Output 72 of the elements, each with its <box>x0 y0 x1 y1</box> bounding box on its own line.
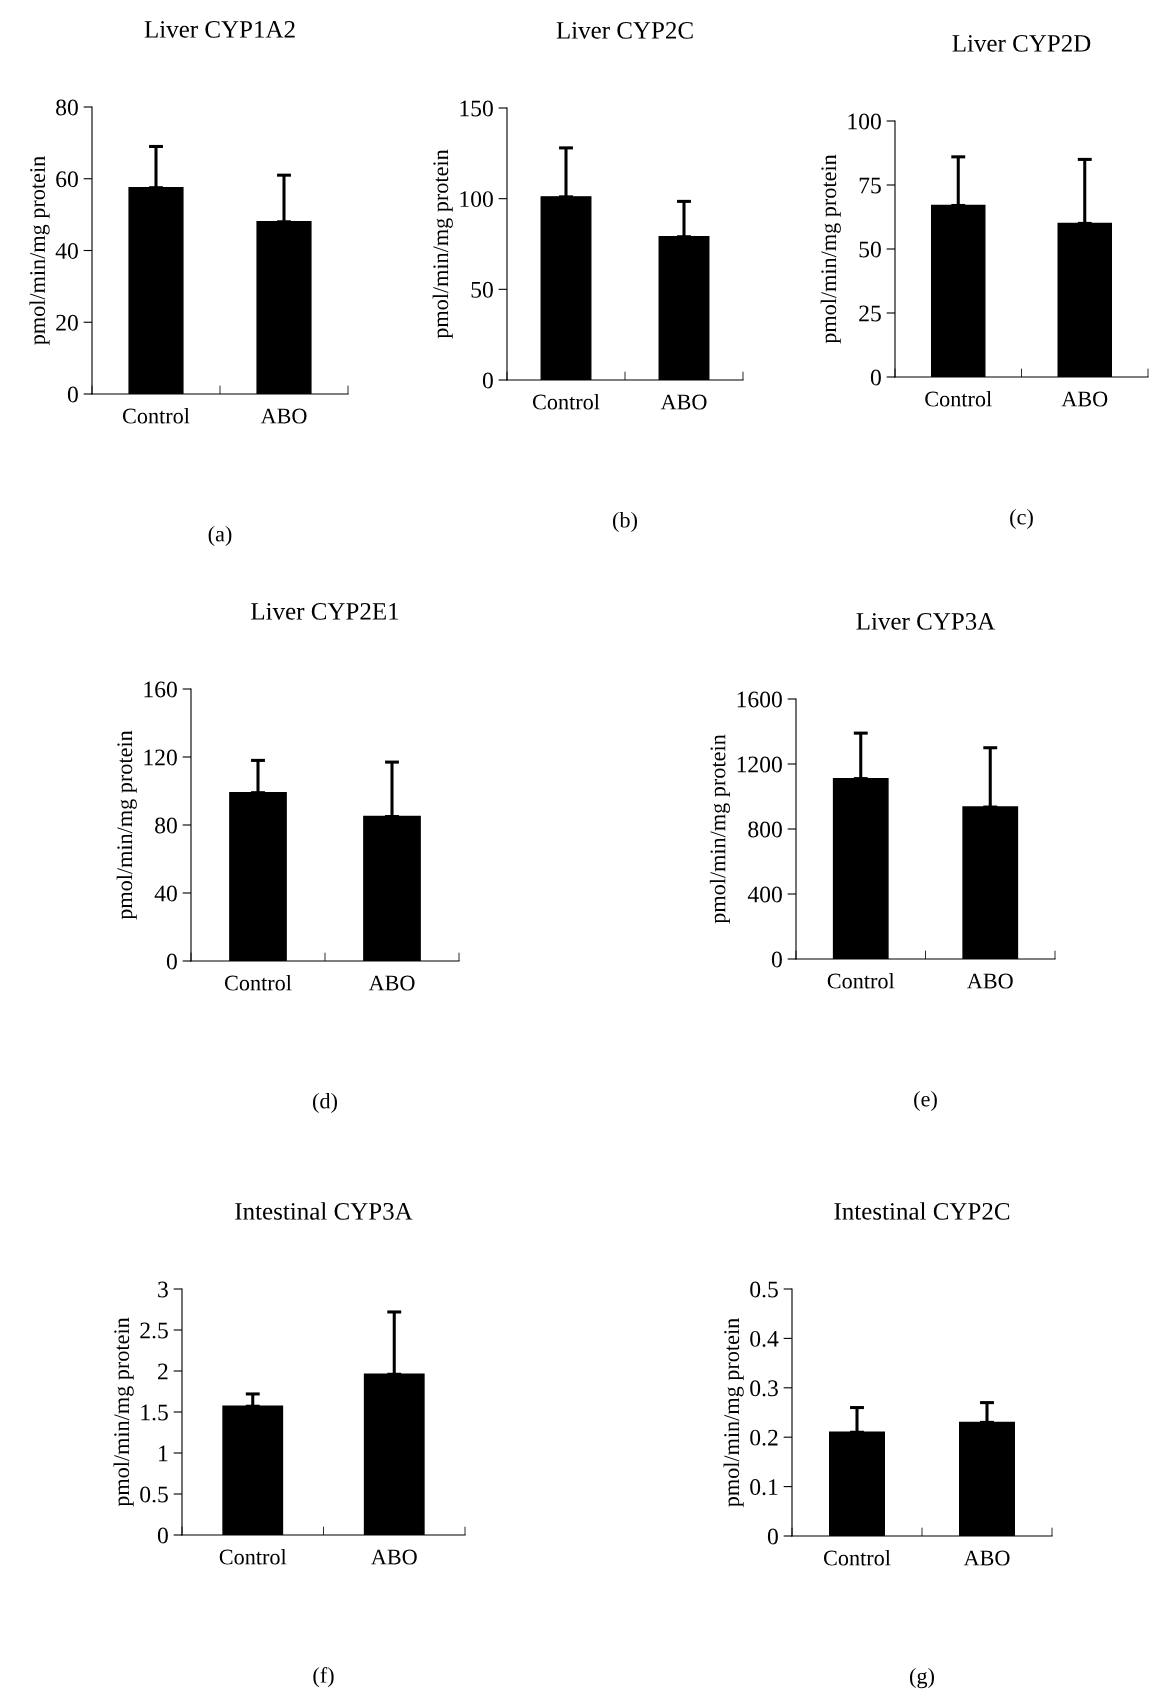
y-tick-label: 0 <box>870 369 881 386</box>
y-tick-label: 50 <box>471 281 493 298</box>
y-tick-label: 0.3 <box>750 1380 778 1397</box>
x-tick-label: Control <box>219 1548 287 1565</box>
y-axis-title: pmol/min/mg protein <box>116 730 137 920</box>
y-tick-label: 100 <box>460 191 493 208</box>
chart-title: Liver CYP2D <box>952 35 1091 52</box>
text: (f) <box>313 1666 334 1688</box>
chart-title: Intestinal CYP3A <box>235 1202 413 1220</box>
y-tick-label: 120 <box>144 749 177 766</box>
y-tick-label: 0 <box>166 953 177 970</box>
y-axis-title: pmol/min/mg protein <box>723 1318 744 1507</box>
text: (d) <box>313 1092 337 1114</box>
y-axis-title: pmol/min/mg protein <box>709 734 731 924</box>
y-tick-label: 0.1 <box>750 1479 778 1496</box>
y-tick-label: 400 <box>747 886 782 903</box>
x-tick-label: ABO <box>260 408 307 424</box>
x-tick-label: ABO <box>967 973 1013 989</box>
x-tick-label: ABO <box>368 975 415 991</box>
x-tick-label: ABO <box>963 1550 1010 1566</box>
text: (a) <box>208 525 232 547</box>
x-tick-label: Control <box>827 972 895 989</box>
y-tick-label: 1200 <box>737 756 782 773</box>
y-tick-label: 100 <box>848 113 881 130</box>
y-tick-label: 0.5 <box>750 1281 778 1298</box>
text: (c) <box>1010 508 1033 530</box>
y-tick-label: 1600 <box>737 691 782 708</box>
y-tick-label: 0 <box>771 951 782 968</box>
y-tick-label: 50 <box>859 241 881 258</box>
y-tick-label: 150 <box>460 100 493 117</box>
y-tick-label: 1.5 <box>141 1404 168 1421</box>
y-tick-label: 80 <box>56 99 78 116</box>
x-tick-label: ABO <box>660 394 707 410</box>
y-tick-label: 0 <box>767 1528 778 1545</box>
y-tick-label: 40 <box>55 242 78 259</box>
y-axis-title: pmol/min/mg protein <box>113 1317 134 1507</box>
x-tick-label: Control <box>224 974 292 991</box>
chart-title: Liver CYP2E1 <box>251 603 399 620</box>
y-tick-label: 0.5 <box>140 1486 168 1503</box>
y-tick-label: 2 <box>158 1363 168 1380</box>
y-tick-label: 3 <box>158 1281 168 1298</box>
y-tick-label: 20 <box>56 314 78 331</box>
y-tick-label: 0 <box>157 1527 168 1544</box>
text: (e) <box>914 1090 937 1112</box>
x-tick-label: Control <box>122 407 190 424</box>
y-tick-label: 800 <box>748 821 782 838</box>
text: (b) <box>613 511 637 533</box>
x-tick-label: ABO <box>1061 391 1108 407</box>
y-axis-title: pmol/min/mg protein <box>432 149 453 339</box>
y-tick-label: 60 <box>56 171 78 188</box>
y-tick-label: 0 <box>482 372 493 389</box>
y-tick-label: 2.5 <box>140 1322 168 1339</box>
y-axis-title: pmol/min/mg protein <box>820 154 841 344</box>
chart-title: Liver CYP3A <box>856 613 996 630</box>
x-tick-label: Control <box>823 1549 891 1566</box>
y-tick-label: 40 <box>154 885 177 902</box>
y-tick-label: 0.2 <box>750 1429 778 1446</box>
y-tick-label: 0.4 <box>750 1330 779 1347</box>
chart-title: Liver CYP1A2 <box>144 21 295 38</box>
y-tick-label: 0 <box>67 386 78 403</box>
y-tick-label: 80 <box>155 817 177 834</box>
y-tick-label: 1 <box>159 1445 168 1462</box>
y-tick-label: 25 <box>859 305 881 322</box>
y-tick-label: 160 <box>144 681 177 698</box>
chart-title: Liver CYP2C <box>556 22 693 39</box>
x-tick-label: Control <box>925 390 992 407</box>
y-axis-title: pmol/min/mg protein <box>29 156 50 345</box>
chart-title: Intestinal CYP2C <box>834 1202 1010 1220</box>
y-tick-label: 75 <box>859 177 881 194</box>
x-tick-label: ABO <box>371 1549 417 1565</box>
text: (g) <box>910 1667 934 1689</box>
x-tick-label: Control <box>532 393 600 410</box>
